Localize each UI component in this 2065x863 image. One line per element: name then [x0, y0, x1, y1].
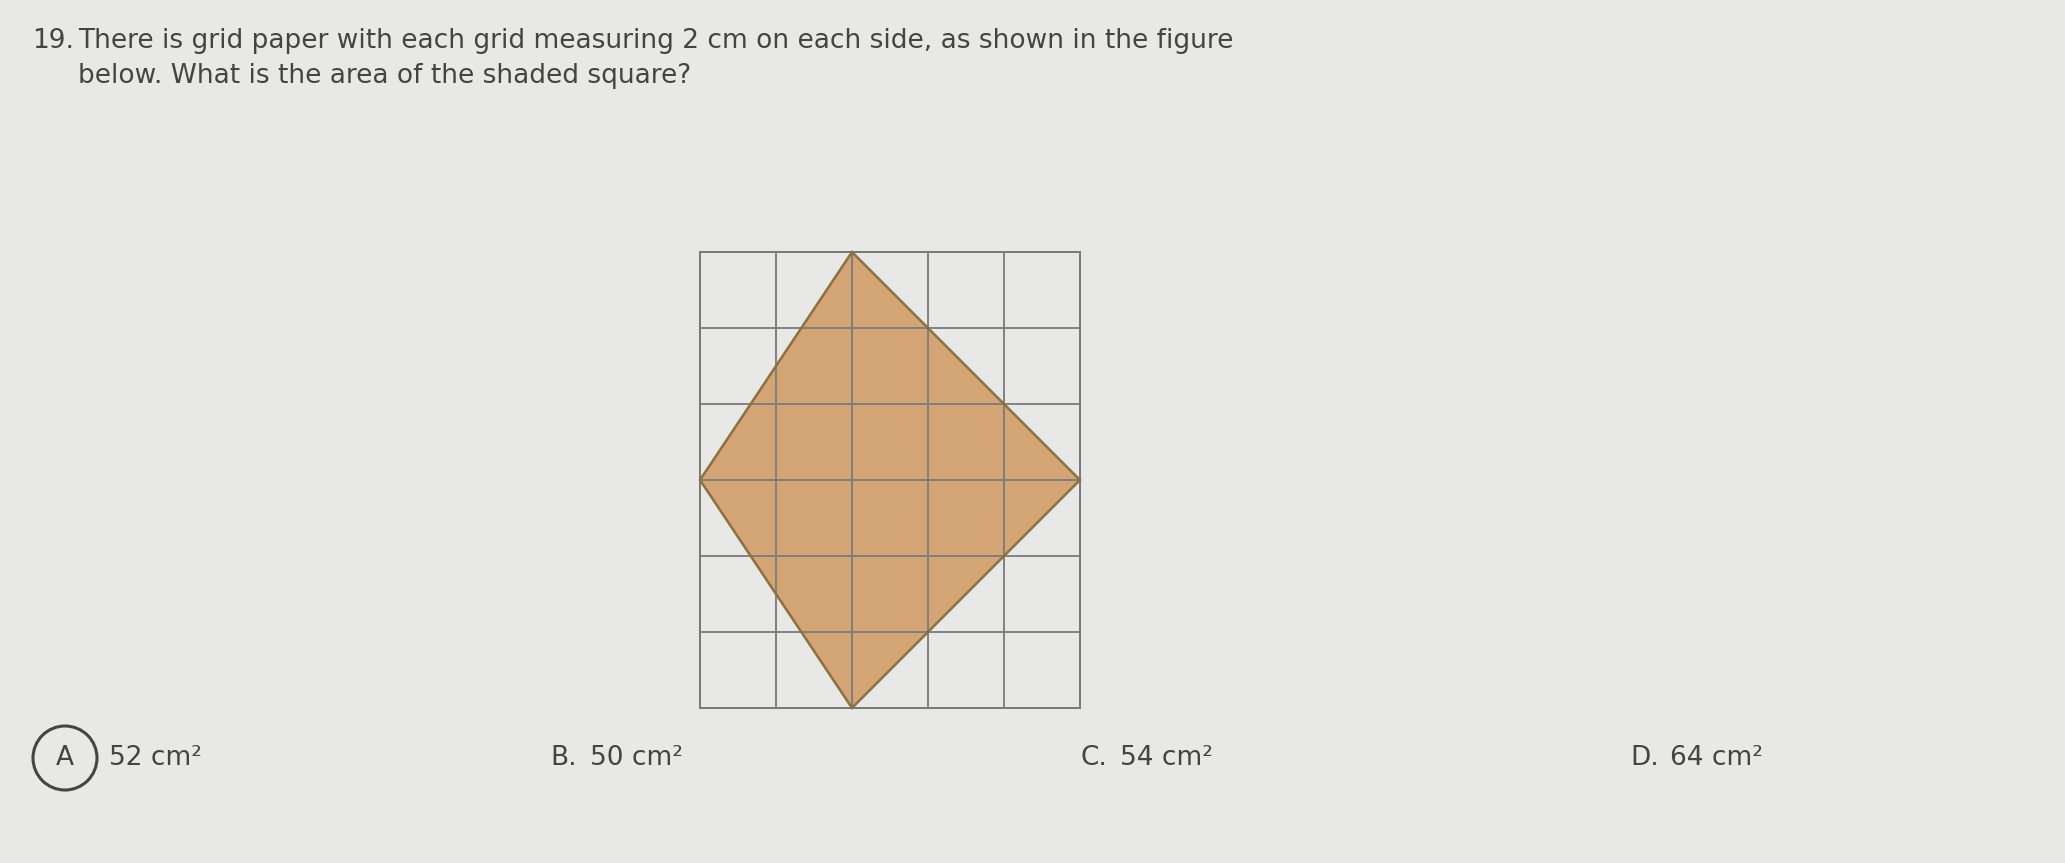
Text: 64 cm²: 64 cm²: [1671, 745, 1764, 771]
Text: A: A: [56, 745, 74, 771]
Text: B.: B.: [549, 745, 576, 771]
Text: 52 cm²: 52 cm²: [109, 745, 202, 771]
Bar: [700, 252, 1080, 708]
Text: 54 cm²: 54 cm²: [1119, 745, 1212, 771]
Text: below. What is the area of the shaded square?: below. What is the area of the shaded sq…: [78, 63, 692, 89]
Text: 19.: 19.: [31, 28, 74, 54]
Text: D.: D.: [1629, 745, 1658, 771]
Polygon shape: [700, 252, 1080, 708]
Text: There is grid paper with each grid measuring 2 cm on each side, as shown in the : There is grid paper with each grid measu…: [78, 28, 1233, 54]
Text: C.: C.: [1080, 745, 1107, 771]
Text: 50 cm²: 50 cm²: [591, 745, 684, 771]
